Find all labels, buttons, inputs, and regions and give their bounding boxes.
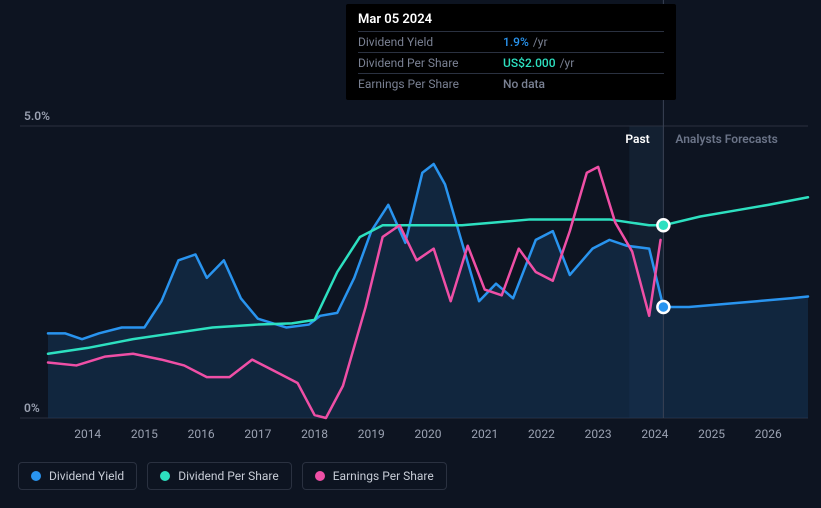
legend-item-dividend_per_share[interactable]: Dividend Per Share: [147, 462, 292, 490]
tooltip-row-label: Dividend Per Share: [358, 56, 503, 70]
svg-text:2025: 2025: [698, 427, 725, 441]
legend-dot-icon: [31, 471, 41, 481]
svg-text:0%: 0%: [24, 401, 40, 415]
tooltip-row: Dividend Yield1.9% /yr: [358, 31, 664, 52]
legend-item-label: Dividend Per Share: [178, 469, 279, 483]
dividend-chart: 0% 5.0% 2014 2015 2016 2017 2018 2019 2020 2021 20…: [0, 0, 821, 508]
forecast-region-label: Analysts Forecasts: [675, 132, 777, 146]
tooltip-row-unit: /yr: [560, 56, 575, 70]
tooltip-row-value: No data: [503, 77, 545, 91]
svg-text:2017: 2017: [244, 427, 271, 441]
legend-dot-icon: [160, 471, 170, 481]
legend-dot-icon: [315, 471, 325, 481]
tooltip-date: Mar 05 2024: [358, 12, 664, 31]
legend-item-earnings_per_share[interactable]: Earnings Per Share: [302, 462, 447, 490]
svg-text:2019: 2019: [358, 427, 385, 441]
svg-text:2015: 2015: [131, 427, 158, 441]
svg-text:2026: 2026: [755, 427, 782, 441]
tooltip-row-unit: /yr: [533, 35, 548, 49]
svg-text:2018: 2018: [301, 427, 328, 441]
svg-text:2021: 2021: [471, 427, 498, 441]
svg-text:2016: 2016: [188, 427, 215, 441]
legend-item-label: Dividend Yield: [49, 469, 124, 483]
legend-item-dividend_yield[interactable]: Dividend Yield: [18, 462, 137, 490]
tooltip-row: Dividend Per ShareUS$2.000/yr: [358, 52, 664, 73]
past-region-label: Past: [625, 132, 649, 146]
tooltip-row-value: US$2.000: [503, 56, 556, 70]
chart-tooltip: Mar 05 2024 Dividend Yield1.9%/yrDividen…: [346, 4, 676, 100]
chart-legend: Dividend Yield Dividend Per Share Earnings…: [18, 462, 447, 490]
svg-text:2023: 2023: [585, 427, 612, 441]
legend-item-label: Earnings Per Share: [333, 469, 434, 483]
svg-text:2020: 2020: [415, 427, 442, 441]
tooltip-row-label: Dividend Yield: [358, 35, 503, 49]
tooltip-row: Earnings Per ShareNo data: [358, 73, 664, 94]
tooltip-row-label: Earnings Per Share: [358, 77, 503, 91]
svg-text:2022: 2022: [528, 427, 555, 441]
svg-text:2014: 2014: [74, 427, 101, 441]
svg-text:2024: 2024: [641, 427, 668, 441]
tooltip-row-value: 1.9%: [503, 35, 529, 49]
svg-text:5.0%: 5.0%: [24, 109, 50, 123]
